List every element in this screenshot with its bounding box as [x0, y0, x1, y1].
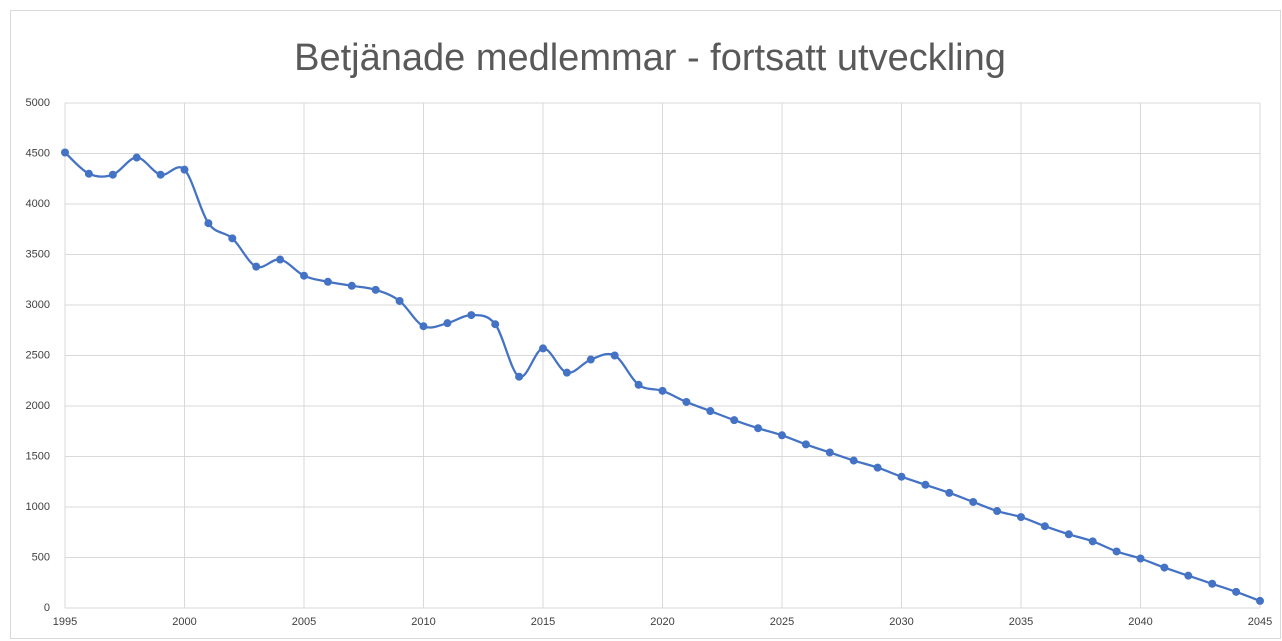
y-tick-label: 3500 — [26, 248, 50, 260]
point-marker — [252, 262, 261, 271]
x-tick-label: 2035 — [1009, 616, 1033, 628]
point-marker — [610, 351, 619, 360]
point-marker — [347, 281, 356, 290]
point-marker — [180, 165, 189, 174]
point-marker — [491, 320, 500, 329]
point-marker — [156, 170, 165, 179]
point-marker — [323, 277, 332, 286]
x-tick-label: 2025 — [770, 616, 794, 628]
point-marker — [539, 344, 547, 353]
x-tick-label: 2045 — [1248, 616, 1272, 628]
point-marker — [658, 386, 667, 395]
point-marker — [1112, 547, 1121, 556]
point-marker — [586, 355, 595, 364]
x-tick-label: 2010 — [411, 616, 435, 628]
point-marker — [1064, 530, 1073, 539]
x-tick-label: 2000 — [172, 616, 196, 628]
y-tick-label: 1500 — [26, 450, 50, 462]
point-marker — [1040, 522, 1049, 531]
point-marker — [108, 170, 117, 179]
point-marker — [515, 372, 524, 381]
point-marker — [921, 480, 930, 489]
x-tick-label: 2040 — [1128, 616, 1152, 628]
point-marker — [395, 296, 404, 305]
point-marker — [419, 322, 428, 331]
point-marker — [849, 456, 858, 465]
point-marker — [825, 448, 834, 457]
y-tick-label: 2000 — [26, 400, 50, 412]
point-marker — [84, 169, 93, 178]
point-marker — [467, 311, 476, 320]
point-marker — [276, 255, 285, 264]
y-tick-label: 500 — [32, 551, 50, 563]
point-marker — [228, 234, 237, 243]
y-tick-label: 2500 — [26, 349, 50, 361]
x-tick-label: 2015 — [531, 616, 555, 628]
y-tick-label: 3000 — [26, 299, 50, 311]
y-tick-label: 4000 — [26, 198, 50, 210]
point-marker — [634, 380, 643, 389]
point-marker — [754, 424, 763, 433]
y-tick-label: 0 — [44, 602, 50, 614]
point-marker — [132, 153, 141, 162]
point-marker — [706, 407, 715, 416]
y-tick-label: 1000 — [26, 501, 50, 513]
point-marker — [300, 271, 308, 280]
point-marker — [993, 507, 1002, 516]
chart-title: Betjänade medlemmar - fortsatt utvecklin… — [294, 37, 1006, 79]
point-marker — [969, 497, 978, 506]
point-marker — [801, 440, 810, 449]
point-marker — [1160, 563, 1169, 572]
point-marker — [1136, 554, 1145, 563]
point-marker — [1232, 587, 1241, 596]
x-tick-label: 2005 — [292, 616, 316, 628]
point-marker — [897, 472, 906, 481]
point-marker — [562, 368, 571, 377]
point-marker — [371, 285, 380, 294]
y-tick-label: 4500 — [26, 147, 50, 159]
point-marker — [778, 431, 786, 440]
x-tick-label: 2030 — [889, 616, 913, 628]
point-marker — [1088, 537, 1097, 546]
x-tick-label: 1995 — [53, 616, 77, 628]
point-marker — [204, 219, 213, 228]
point-marker — [945, 488, 954, 497]
point-marker — [730, 416, 739, 425]
point-marker — [443, 319, 452, 328]
point-marker — [1208, 579, 1217, 588]
x-tick-label: 2020 — [650, 616, 674, 628]
point-marker — [1184, 571, 1193, 580]
point-marker — [682, 397, 691, 406]
point-marker — [1017, 513, 1025, 522]
point-marker — [61, 148, 69, 157]
point-marker — [1256, 596, 1264, 605]
point-marker — [873, 463, 882, 472]
chart-border — [10, 10, 1281, 639]
y-tick-label: 5000 — [26, 97, 50, 109]
